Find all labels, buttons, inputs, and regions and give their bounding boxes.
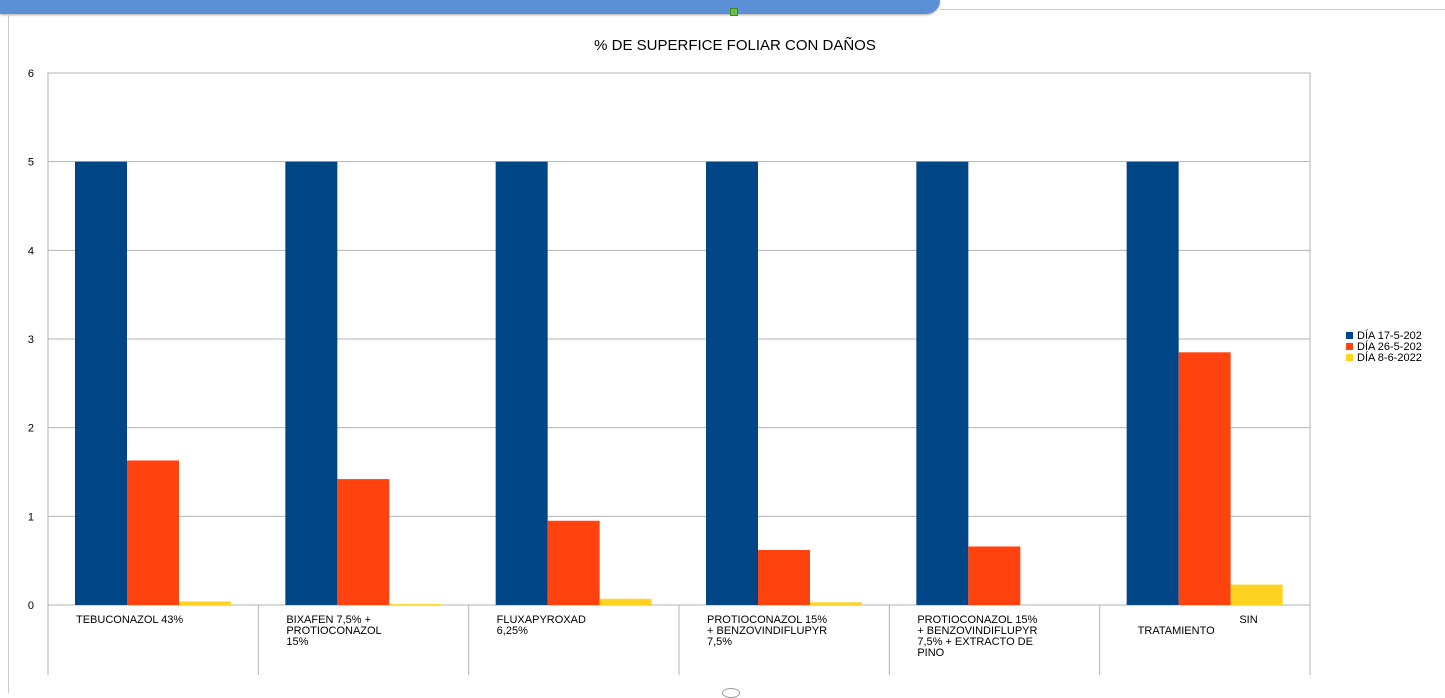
- x-tick-label: BIXAFEN 7,5% +: [286, 614, 371, 626]
- bar: [916, 161, 969, 605]
- x-tick-label: PROTIOCONAZOL 15%: [707, 614, 827, 626]
- x-tick-label: 6,25%: [497, 625, 528, 637]
- bar: [968, 546, 1021, 605]
- y-tick-label: 3: [28, 334, 34, 346]
- x-tick-label: 7,5% + EXTRACTO DE: [917, 636, 1033, 648]
- selection-handle[interactable]: [730, 8, 738, 16]
- y-tick-label: 2: [28, 423, 34, 435]
- window-tab-strip: [0, 0, 940, 14]
- bar: [75, 161, 127, 605]
- legend-swatch: [1346, 332, 1353, 339]
- bar: [495, 161, 548, 605]
- bar: [389, 604, 442, 605]
- bar: [179, 601, 231, 605]
- bar: [599, 598, 652, 605]
- x-tick-label: + BENZOVINDIFLUPYR: [707, 625, 827, 637]
- bar: [127, 460, 179, 605]
- legend-label: DÍA 26-5-202: [1357, 340, 1422, 353]
- x-tick-label: TRATAMIENTO: [1138, 625, 1215, 637]
- y-tick-label: 5: [28, 157, 34, 169]
- x-tick-label: PINO: [917, 647, 944, 659]
- bar: [1178, 352, 1231, 605]
- chart-title: % DE SUPERFICE FOLIAR CON DAÑOS: [594, 37, 876, 54]
- bar: [285, 161, 338, 605]
- x-tick-label: FLUXAPYROXAD: [497, 614, 586, 626]
- x-tick-label: 15%: [286, 636, 308, 648]
- bar: [1126, 161, 1179, 605]
- y-tick-label: 0: [28, 600, 34, 612]
- left-divider: [8, 14, 9, 693]
- legend-label: DÍA 8-6-2022: [1357, 351, 1422, 364]
- top-divider: [940, 9, 1445, 10]
- x-tick-label: 7,5%: [707, 636, 732, 648]
- bar: [706, 161, 758, 605]
- legend-swatch: [1346, 354, 1353, 361]
- x-tick-label: PROTIOCONAZOL: [286, 625, 381, 637]
- bar: [547, 520, 600, 605]
- x-tick-label: PROTIOCONAZOL 15%: [917, 614, 1037, 626]
- y-tick-label: 6: [28, 68, 34, 80]
- bar: [810, 602, 862, 605]
- x-tick-label: SIN: [1239, 614, 1257, 626]
- y-tick-label: 4: [28, 245, 34, 257]
- legend-label: DÍA 17-5-202: [1357, 329, 1422, 342]
- y-tick-label: 1: [28, 511, 34, 523]
- x-tick-label: TEBUCONAZOL 43%: [76, 614, 183, 626]
- bar: [758, 550, 810, 605]
- bar: [337, 479, 390, 605]
- legend-swatch: [1346, 343, 1353, 350]
- bar: [1230, 584, 1283, 605]
- x-tick-label: + BENZOVINDIFLUPYR: [917, 625, 1037, 637]
